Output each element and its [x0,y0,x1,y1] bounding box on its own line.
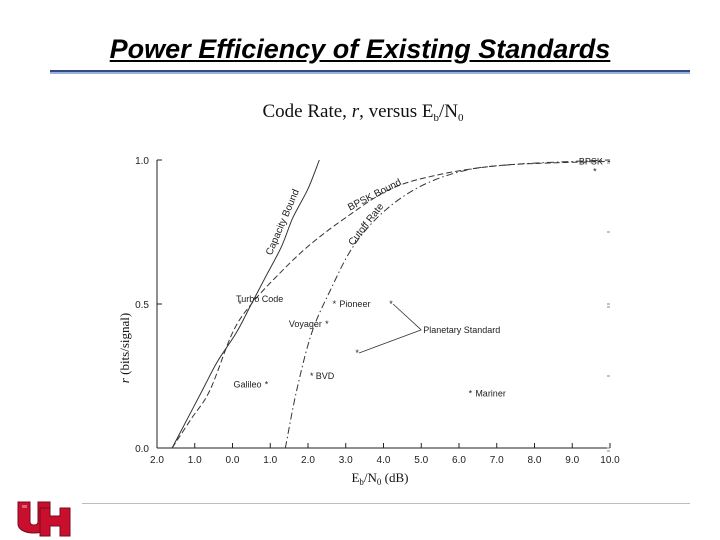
y-tick-label: 0.5 [135,300,149,311]
x-tick-label: 9.0 [565,455,579,466]
annotation-planetary-standard: Planetary Standard [423,325,500,335]
point-label-mariner: Mariner [475,388,506,398]
points-layer: *BPSK*Turbo Code * Pioneer*Voyager* BVD*Gal… [233,157,602,399]
x-tick-label: 0.0 [226,455,240,466]
data-point-marker: * [389,299,393,309]
point-label-voyager: Voyager [289,319,322,329]
point-label-bvd: BVD [316,371,335,381]
annotation-leader-line [358,329,422,354]
code-rate-chart: Code Rate, r, versus Eb/N0 r (bits/signa… [117,101,620,487]
data-point-marker: * [333,299,337,309]
x-tick-label: 2.0 [301,455,315,466]
data-point-marker: * [593,167,597,177]
x-tick-label: 2.0 [150,455,164,466]
series-line-bpsk-bound [171,160,611,449]
chart-title: Code Rate, r, versus Eb/N0 [263,101,465,124]
point-label-bpsk: BPSK [579,157,603,167]
x-tick-label: 8.0 [528,455,542,466]
x-tick-label: 10.0 [600,455,620,466]
x-tick-label: 7.0 [490,455,504,466]
x-tick-label: 3.0 [339,455,353,466]
slide-title: Power Efficiency of Existing Standards [109,34,611,64]
data-point-marker: * [355,348,359,358]
x-tick-label: 4.0 [377,455,391,466]
footer-rule [82,503,690,504]
data-point-marker: * [238,299,242,309]
curve-label-capacity-bound: Capacity Bound [264,188,302,257]
data-point-marker: * [469,388,473,398]
point-label-pioneer: Pioneer [339,299,370,309]
uh-logo [17,501,71,537]
y-tick-label: 1.0 [135,156,149,167]
point-label-galileo: Galileo [233,380,261,390]
x-tick-label: 6.0 [452,455,466,466]
x-tick-label: 1.0 [263,455,277,466]
axes: 0.0 0.5 1.0 2.0 1.0 0.0 1.0 2.0 3.0 4.0 5.0 6.0 7.0 8… [135,156,620,466]
y-axis-label: r (bits/signal) [117,313,132,383]
x-tick-label: 5.0 [414,455,428,466]
chart-figure: Code Rate, r, versus Eb/N0 r (bits/signa… [100,92,640,492]
title-rule [50,70,690,74]
annotation-leader-line [392,303,422,331]
x-axis-label: Eb/N0 (dB) [351,470,408,487]
series-line-capacity-bound [171,159,320,449]
y-tick-label: 0.0 [135,444,149,455]
series-layer [171,159,611,449]
data-point-marker: * [310,371,314,381]
data-point-marker: * [265,380,269,390]
point-label-turbo-code: Turbo Code [236,294,283,304]
x-tick-label: 1.0 [188,455,202,466]
series-line-cutoff-rate [284,159,611,449]
data-point-marker: * [325,319,329,329]
